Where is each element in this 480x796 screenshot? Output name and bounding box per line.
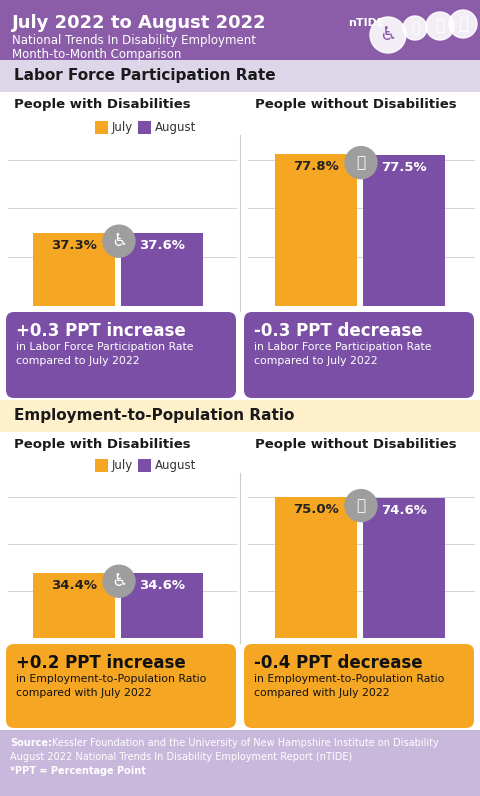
FancyBboxPatch shape (244, 644, 474, 728)
Text: Labor Force Participation Rate: Labor Force Participation Rate (14, 68, 276, 83)
Circle shape (403, 16, 427, 40)
Circle shape (103, 225, 135, 257)
Text: Kessler Foundation and the University of New Hampshire Institute on Disability: Kessler Foundation and the University of… (52, 738, 439, 748)
Bar (363, 498, 445, 638)
FancyBboxPatch shape (6, 644, 236, 728)
Text: 75.0%: 75.0% (293, 503, 339, 516)
Text: 👫: 👫 (357, 498, 366, 513)
Text: August: August (155, 120, 196, 134)
Text: Month-to-Month Comparison: Month-to-Month Comparison (12, 48, 181, 61)
Bar (0, 0, 480, 60)
Bar (138, 121, 151, 134)
Circle shape (449, 10, 477, 38)
Bar (0, 730, 480, 796)
Bar (0, 60, 480, 92)
Text: 37.3%: 37.3% (51, 239, 97, 252)
Circle shape (345, 146, 377, 178)
Text: People without Disabilities: People without Disabilities (255, 438, 456, 451)
Text: Employment-to-Population Ratio: Employment-to-Population Ratio (14, 408, 294, 423)
Text: July: July (112, 458, 133, 471)
Text: 74.6%: 74.6% (381, 504, 427, 517)
Text: 🚶: 🚶 (411, 21, 419, 35)
Text: +0.2 PPT increase: +0.2 PPT increase (16, 654, 186, 672)
Circle shape (370, 17, 406, 53)
Text: 77.8%: 77.8% (293, 160, 339, 173)
Text: 34.6%: 34.6% (139, 579, 185, 592)
Bar (95, 121, 108, 134)
Bar (33, 233, 115, 306)
Text: ♿: ♿ (111, 572, 127, 591)
Bar (363, 154, 445, 306)
Text: August: August (155, 458, 196, 471)
Text: in Employment-to-Population Ratio
compared with July 2022: in Employment-to-Population Ratio compar… (16, 674, 206, 698)
Text: 👫: 👫 (357, 155, 366, 170)
Text: 77.5%: 77.5% (381, 161, 427, 174)
Text: 34.4%: 34.4% (51, 579, 97, 592)
Text: 🚶: 🚶 (435, 18, 444, 33)
Text: +0.3 PPT increase: +0.3 PPT increase (16, 322, 186, 340)
FancyBboxPatch shape (6, 312, 236, 398)
Bar (275, 497, 357, 638)
Bar (33, 573, 115, 638)
Circle shape (426, 12, 454, 40)
Bar (138, 459, 151, 472)
Bar (121, 573, 203, 638)
FancyBboxPatch shape (244, 312, 474, 398)
Text: Source:: Source: (10, 738, 52, 748)
Text: ♿: ♿ (111, 232, 127, 250)
Text: National Trends In Disability Employment: National Trends In Disability Employment (12, 34, 256, 47)
Bar (121, 232, 203, 306)
Text: ♿: ♿ (379, 25, 397, 45)
Text: People with Disabilities: People with Disabilities (14, 98, 191, 111)
Text: -0.4 PPT decrease: -0.4 PPT decrease (254, 654, 422, 672)
Text: *PPT = Percentage Point: *PPT = Percentage Point (10, 766, 146, 776)
Circle shape (103, 565, 135, 597)
Text: in Employment-to-Population Ratio
compared with July 2022: in Employment-to-Population Ratio compar… (254, 674, 444, 698)
Text: July 2022 to August 2022: July 2022 to August 2022 (12, 14, 266, 32)
Text: nTIDE: nTIDE (348, 18, 384, 28)
Text: People with Disabilities: People with Disabilities (14, 438, 191, 451)
Text: 37.6%: 37.6% (139, 239, 185, 252)
Text: -0.3 PPT decrease: -0.3 PPT decrease (254, 322, 422, 340)
Bar (95, 459, 108, 472)
Text: August 2022 National Trends In Disability Employment Report (nTIDE): August 2022 National Trends In Disabilit… (10, 752, 352, 762)
Text: People without Disabilities: People without Disabilities (255, 98, 456, 111)
Text: in Labor Force Participation Rate
compared to July 2022: in Labor Force Participation Rate compar… (254, 342, 432, 366)
Text: in Labor Force Participation Rate
compared to July 2022: in Labor Force Participation Rate compar… (16, 342, 193, 366)
Text: 🚶: 🚶 (458, 15, 468, 33)
Circle shape (345, 490, 377, 521)
Bar (275, 154, 357, 306)
Bar (0, 400, 480, 432)
Text: July: July (112, 120, 133, 134)
